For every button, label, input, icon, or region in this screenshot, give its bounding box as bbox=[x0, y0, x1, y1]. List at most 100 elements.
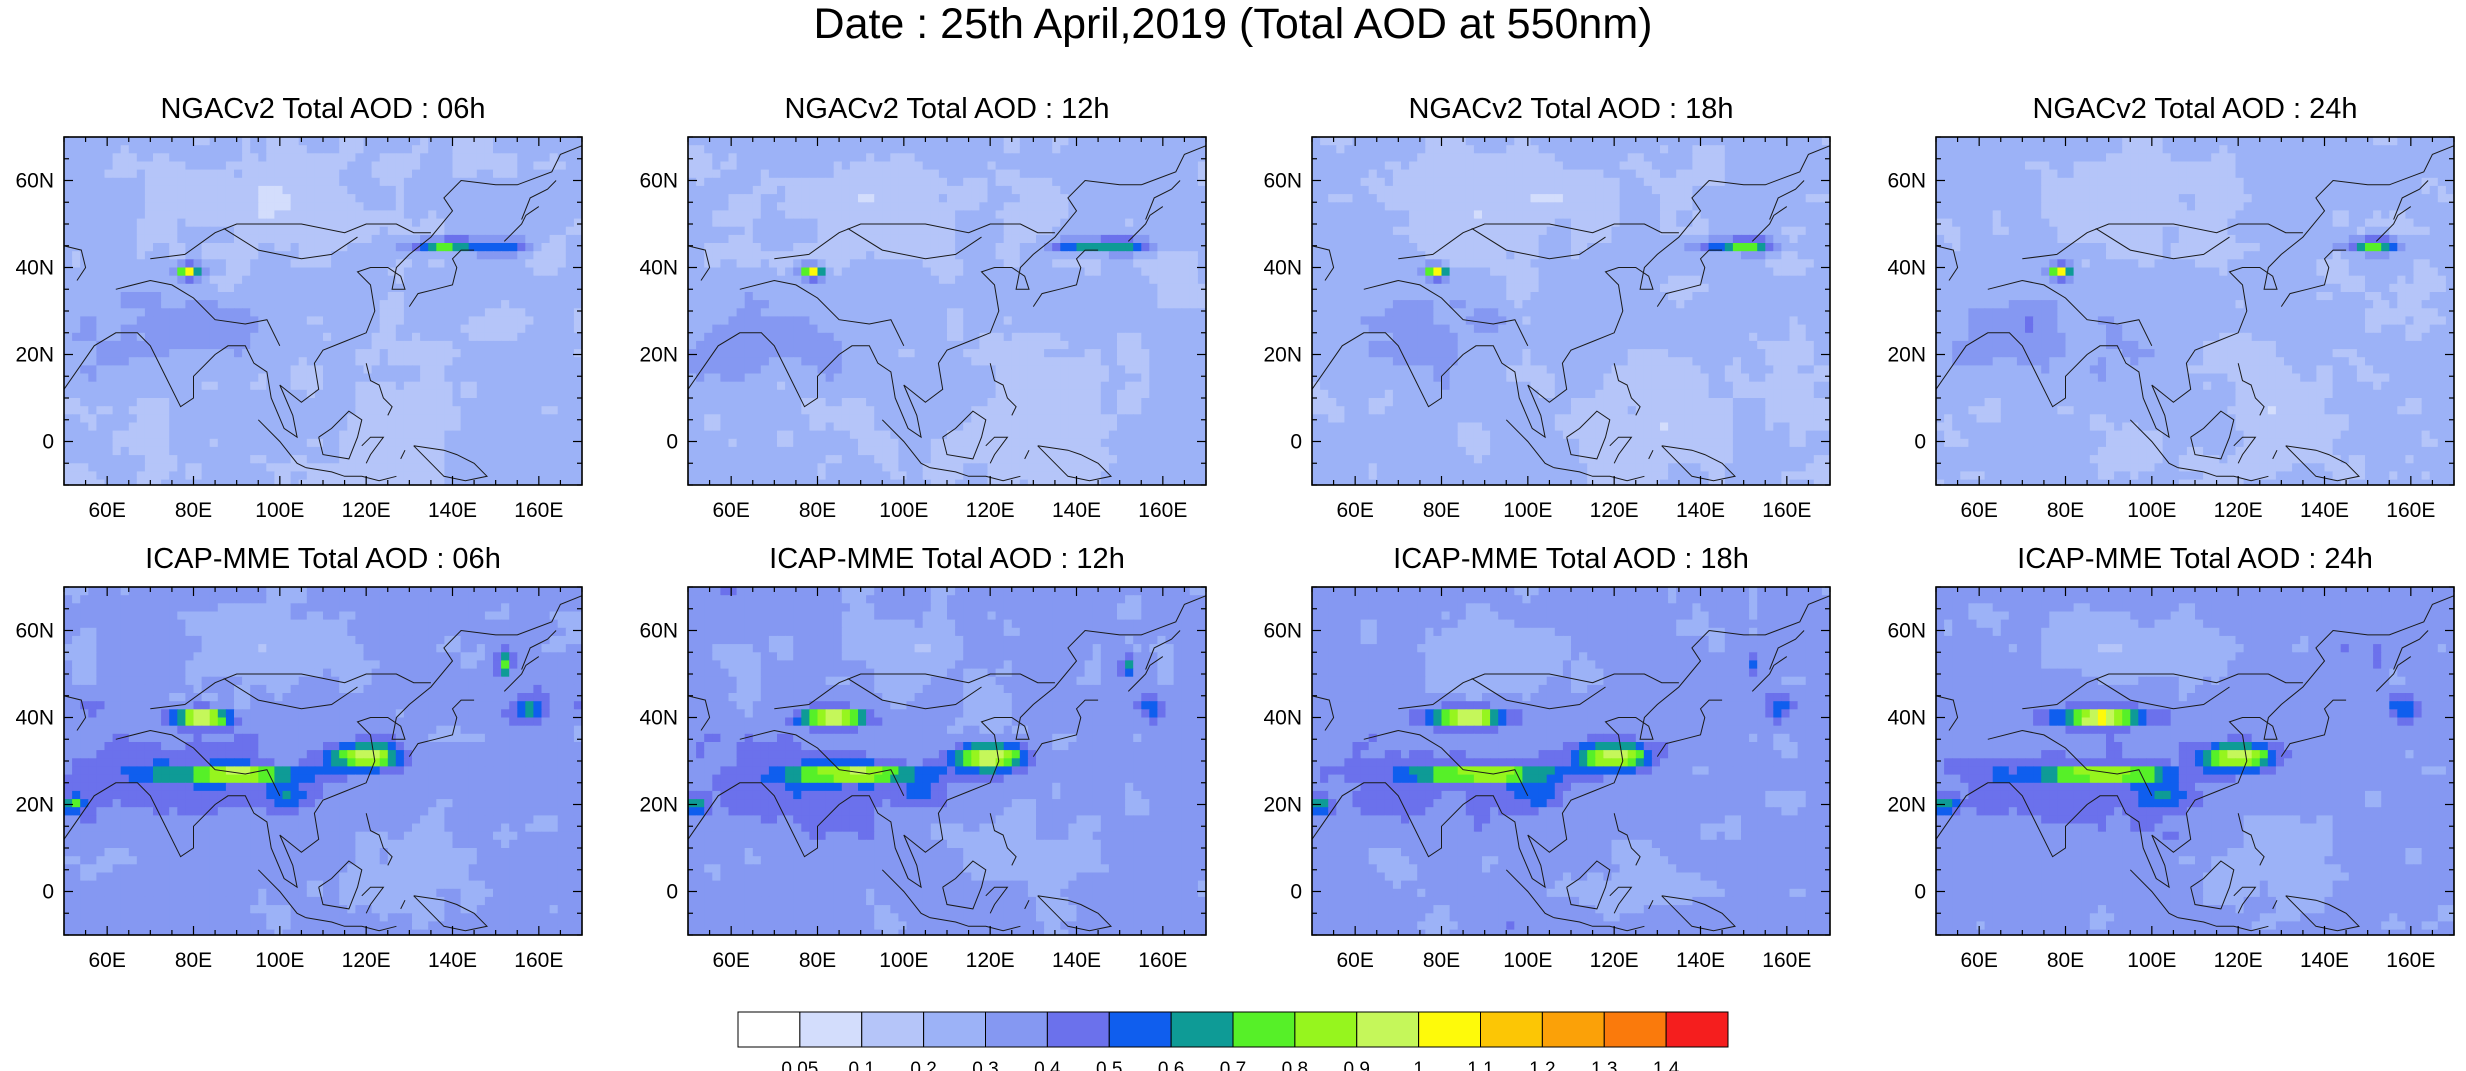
coastlines bbox=[1312, 595, 1830, 932]
lat-tick-label: 40N bbox=[1263, 257, 1302, 280]
lat-tick-label: 60N bbox=[15, 170, 54, 193]
colorbar-label: 0.2 bbox=[910, 1059, 936, 1071]
lat-tick-label: 40N bbox=[15, 257, 54, 280]
lon-tick-label: 120E bbox=[1590, 499, 1639, 522]
colorbar-label: 1.3 bbox=[1591, 1059, 1617, 1071]
lon-tick-label: 80E bbox=[1423, 499, 1460, 522]
aod-field bbox=[688, 587, 1206, 935]
coastlines bbox=[64, 145, 582, 482]
lon-tick-label: 100E bbox=[255, 949, 304, 972]
colorbar-label: 0.8 bbox=[1282, 1059, 1308, 1071]
colorbar-swatch bbox=[985, 1011, 1048, 1048]
lat-tick-label: 20N bbox=[639, 344, 678, 367]
map-panel: ICAP-MME Total AOD : 12h 60E 80E 100E 120E 14… bbox=[639, 543, 1207, 972]
lat-tick-label: 0 bbox=[1914, 881, 1926, 904]
map-panel: ICAP-MME Total AOD : 06h 60E 80E 100E 120E 14… bbox=[15, 543, 583, 972]
panel-title: ICAP-MME Total AOD : 06h bbox=[145, 543, 501, 575]
lon-tick-label: 140E bbox=[2300, 499, 2349, 522]
lat-tick-label: 40N bbox=[1887, 707, 1926, 730]
colorbar-label: 0.5 bbox=[1096, 1059, 1122, 1071]
colorbar-swatch bbox=[737, 1011, 801, 1048]
lon-tick-label: 160E bbox=[1138, 499, 1187, 522]
lon-tick-label: 60E bbox=[88, 949, 125, 972]
colorbar-label: 0.1 bbox=[849, 1059, 875, 1071]
lon-tick-label: 60E bbox=[712, 949, 749, 972]
colorbar-label: 0.6 bbox=[1158, 1059, 1184, 1071]
lon-tick-label: 160E bbox=[514, 949, 563, 972]
panel-title: NGACv2 Total AOD : 18h bbox=[1408, 93, 1733, 125]
lon-tick-label: 100E bbox=[879, 949, 928, 972]
lon-tick-label: 100E bbox=[1503, 499, 1552, 522]
map-panel: ICAP-MME Total AOD : 24h 60E 80E 100E 120E 14… bbox=[1887, 543, 2455, 972]
colorbar-swatch bbox=[1418, 1011, 1481, 1048]
lat-tick-label: 0 bbox=[1290, 881, 1302, 904]
aod-field bbox=[688, 137, 1206, 485]
lat-tick-label: 0 bbox=[666, 881, 678, 904]
colorbar: 0.05 0.1 0.2 0.3 0.4 0.5 0.6 0.7 0.8 0.9 1 1.1 1.2 1.… bbox=[737, 1011, 1729, 1071]
panel-title: ICAP-MME Total AOD : 18h bbox=[1393, 543, 1749, 575]
lon-tick-label: 60E bbox=[1960, 499, 1997, 522]
coastlines bbox=[1936, 595, 2454, 932]
colorbar-swatch bbox=[1356, 1011, 1420, 1048]
lon-tick-label: 80E bbox=[2047, 499, 2084, 522]
lon-tick-label: 100E bbox=[879, 499, 928, 522]
lat-tick-label: 20N bbox=[1263, 794, 1302, 817]
coastlines bbox=[688, 145, 1206, 482]
aod-field bbox=[1312, 137, 1830, 485]
aod-field bbox=[1936, 587, 2454, 935]
lat-tick-label: 0 bbox=[1290, 431, 1302, 454]
lon-tick-label: 120E bbox=[966, 949, 1015, 972]
lon-tick-label: 60E bbox=[712, 499, 749, 522]
lon-tick-label: 140E bbox=[1676, 499, 1725, 522]
lon-tick-label: 60E bbox=[1336, 949, 1373, 972]
colorbar-swatch bbox=[1232, 1011, 1296, 1048]
lat-tick-label: 60N bbox=[1263, 170, 1302, 193]
lon-tick-label: 60E bbox=[1960, 949, 1997, 972]
lon-tick-label: 100E bbox=[2127, 949, 2176, 972]
lon-tick-label: 140E bbox=[1052, 949, 1101, 972]
lon-tick-label: 100E bbox=[1503, 949, 1552, 972]
lon-tick-label: 160E bbox=[2386, 949, 2435, 972]
coastlines bbox=[1312, 145, 1830, 482]
lon-tick-label: 80E bbox=[1423, 949, 1460, 972]
lat-tick-label: 40N bbox=[1263, 707, 1302, 730]
lat-tick-label: 20N bbox=[15, 344, 54, 367]
lat-tick-label: 20N bbox=[1263, 344, 1302, 367]
colorbar-label: 1 bbox=[1413, 1059, 1424, 1071]
colorbar-swatch bbox=[861, 1011, 925, 1048]
lon-tick-label: 80E bbox=[799, 949, 836, 972]
lon-tick-label: 120E bbox=[2214, 949, 2263, 972]
lon-tick-label: 160E bbox=[1138, 949, 1187, 972]
colorbar-label: 0.05 bbox=[781, 1059, 818, 1071]
lon-tick-label: 160E bbox=[1762, 949, 1811, 972]
panel-title: NGACv2 Total AOD : 24h bbox=[2032, 93, 2357, 125]
colorbar-label: 0.4 bbox=[1034, 1059, 1061, 1071]
lon-tick-label: 160E bbox=[514, 499, 563, 522]
colorbar-swatch bbox=[1603, 1011, 1667, 1048]
colorbar-swatch bbox=[1170, 1011, 1234, 1048]
lat-tick-label: 20N bbox=[15, 794, 54, 817]
lon-tick-label: 100E bbox=[2127, 499, 2176, 522]
lat-tick-label: 0 bbox=[666, 431, 678, 454]
colorbar-swatch bbox=[1480, 1011, 1543, 1048]
lon-tick-label: 160E bbox=[1762, 499, 1811, 522]
lat-tick-label: 0 bbox=[42, 881, 54, 904]
lon-tick-label: 60E bbox=[88, 499, 125, 522]
panel-title: NGACv2 Total AOD : 06h bbox=[160, 93, 485, 125]
coastlines bbox=[1936, 145, 2454, 482]
lat-tick-label: 40N bbox=[1887, 257, 1926, 280]
colorbar-swatch bbox=[1046, 1011, 1110, 1048]
lat-tick-label: 20N bbox=[639, 794, 678, 817]
lon-tick-label: 140E bbox=[1052, 499, 1101, 522]
lon-tick-label: 120E bbox=[342, 949, 391, 972]
lon-tick-label: 80E bbox=[175, 949, 212, 972]
panel-title: NGACv2 Total AOD : 12h bbox=[784, 93, 1109, 125]
lat-tick-label: 60N bbox=[1887, 170, 1926, 193]
lat-tick-label: 0 bbox=[1914, 431, 1926, 454]
colorbar-label: 1.1 bbox=[1467, 1059, 1493, 1071]
lat-tick-label: 40N bbox=[639, 257, 678, 280]
lon-tick-label: 80E bbox=[2047, 949, 2084, 972]
lat-tick-label: 40N bbox=[15, 707, 54, 730]
lon-tick-label: 140E bbox=[428, 499, 477, 522]
